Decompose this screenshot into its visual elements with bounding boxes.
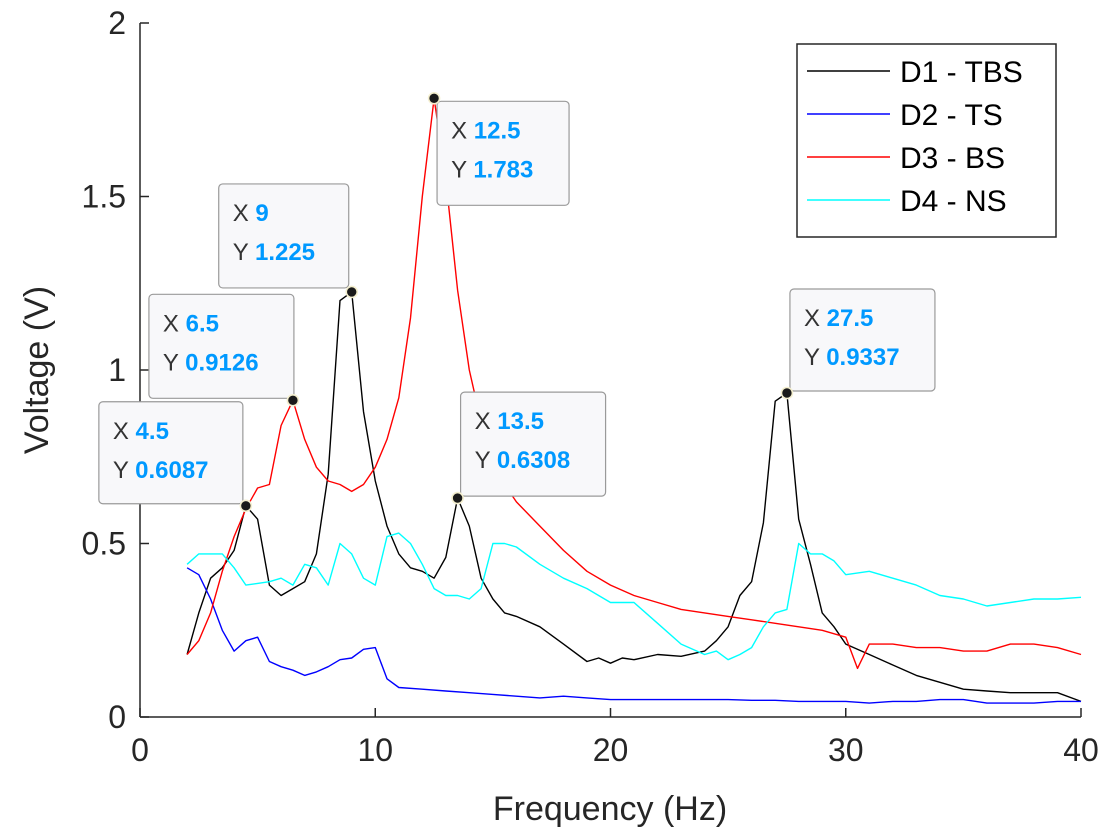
datatip: X 27.5Y 0.9337 — [780, 288, 936, 400]
datatip-y-value: 0.6087 — [135, 457, 208, 484]
x-tick-label: 0 — [131, 732, 149, 768]
datatip-x-value: 13.5 — [497, 408, 544, 435]
datatip-x-value: 9 — [255, 200, 268, 227]
tick-marks — [139, 22, 1082, 718]
datatip-y-value: 0.9126 — [185, 349, 258, 376]
legend-label: D1 - TBS — [900, 56, 1023, 89]
datatip-x-prefix: X — [804, 305, 827, 332]
legend-label: D3 - BS — [900, 142, 1005, 175]
datatip: X 12.5Y 1.783 — [427, 91, 570, 206]
datatip-y-prefix: Y — [475, 447, 497, 474]
datatip-box — [98, 401, 244, 505]
datatip-box — [459, 391, 607, 497]
datatip-x-value: 12.5 — [474, 117, 521, 144]
datatip-y-value: 0.6308 — [497, 447, 570, 474]
datatip-x-prefix: X — [475, 408, 498, 435]
x-axis-title: Frequency (Hz) — [493, 790, 727, 828]
x-tick-label: 10 — [357, 732, 393, 768]
datatip-box — [148, 293, 295, 399]
datatip-marker — [286, 394, 300, 407]
y-tick-label: 0.5 — [82, 526, 126, 562]
datatip-y-line: Y 0.6308 — [475, 447, 571, 474]
y-tick-label: 0 — [108, 699, 126, 735]
datatip: X 4.5Y 0.6087 — [98, 401, 253, 513]
datatip-y-line: Y 0.6087 — [113, 457, 209, 484]
y-tick-label: 2 — [108, 5, 126, 41]
datatip-x-line: X 9 — [233, 200, 269, 227]
x-tick-label: 40 — [1063, 732, 1099, 768]
y-axis-title: Voltage (V) — [18, 286, 56, 454]
datatip-x-value: 27.5 — [827, 305, 874, 332]
datatip-marker — [345, 285, 359, 299]
datatip-x-value: 4.5 — [136, 418, 169, 445]
datatip-y-prefix: Y — [113, 457, 135, 484]
datatip-y-prefix: Y — [451, 156, 473, 183]
datatip-x-line: X 27.5 — [804, 305, 873, 332]
datatip-y-line: Y 1.225 — [233, 239, 315, 266]
series-line-d1-tbs — [186, 291, 1082, 703]
datatip-y-prefix: Y — [163, 349, 185, 376]
datatip-x-value: 6.5 — [186, 310, 219, 337]
datatip-x-prefix: X — [451, 117, 474, 144]
legend-box — [796, 43, 1057, 238]
datatip-y-line: Y 1.783 — [451, 156, 533, 183]
datatip-x-line: X 12.5 — [451, 117, 520, 144]
datatip-y-value: 1.225 — [255, 239, 315, 266]
datatip-x-prefix: X — [163, 310, 186, 337]
datatip-x-line: X 4.5 — [113, 418, 169, 445]
datatip-box — [436, 100, 570, 206]
datatip-marker — [451, 491, 464, 505]
series-line-d4-ns — [186, 532, 1082, 661]
legend-entries: D1 - TBS D2 - TS D3 - BS D4 - NS — [807, 56, 1023, 218]
datatip-y-value: 1.783 — [473, 156, 533, 183]
datatip: X 9Y 1.225 — [218, 183, 359, 299]
datatip: X 6.5Y 0.9126 — [148, 293, 300, 407]
datatip-x-line: X 6.5 — [163, 310, 219, 337]
datatip-marker — [239, 499, 253, 513]
datatip-x-prefix: X — [113, 418, 136, 445]
datatip-marker — [780, 386, 794, 400]
x-tick-label: 30 — [828, 732, 864, 768]
legend-label: D2 - TS — [900, 99, 1003, 132]
legend-label: D4 - NS — [900, 185, 1007, 218]
datatip-box — [789, 288, 936, 392]
datatip-box — [218, 183, 350, 289]
datatip-marker — [427, 91, 441, 105]
legend: D1 - TBS D2 - TS D3 - BS D4 - NS — [796, 43, 1057, 238]
series-line-d2-ts — [186, 567, 1081, 704]
tick-labels: 0 10 20 30 40 0 0.5 1 1.5 2 — [82, 5, 1099, 768]
datatip-y-prefix: Y — [804, 344, 826, 371]
datatip-y-prefix: Y — [233, 239, 255, 266]
x-tick-label: 20 — [593, 732, 629, 768]
datatip-x-prefix: X — [233, 200, 256, 227]
datatip-y-line: Y 0.9337 — [804, 344, 900, 371]
y-tick-label: 1.5 — [82, 179, 126, 215]
datatip: X 13.5Y 0.6308 — [451, 391, 607, 505]
datatip-x-line: X 13.5 — [475, 408, 544, 435]
datatip-y-line: Y 0.9126 — [163, 349, 259, 376]
y-tick-label: 1 — [108, 352, 126, 388]
datatip-y-value: 0.9337 — [826, 344, 899, 371]
